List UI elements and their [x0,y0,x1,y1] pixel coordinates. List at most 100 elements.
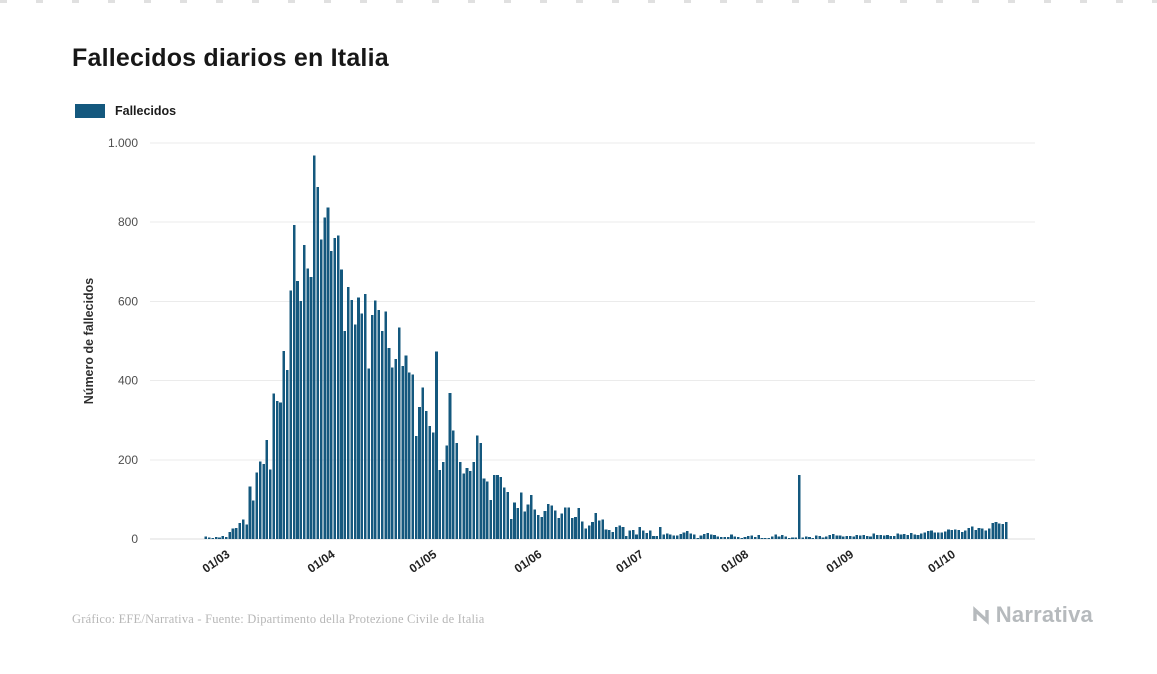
bar [679,533,682,539]
bar [265,440,269,539]
bar [750,535,754,539]
bar [207,537,211,539]
bar [533,509,537,539]
bar [587,525,591,539]
bar [757,535,760,539]
bar [238,522,242,539]
bar [872,533,876,539]
bar [611,531,615,539]
bar [519,492,523,539]
bar [536,515,540,539]
x-axis-tick-label: 01/03 [200,547,233,576]
bar [814,535,818,539]
y-axis-tick-label: 200 [118,453,138,467]
bar [831,533,835,539]
y-axis-tick-label: 400 [118,374,138,388]
bar [696,537,699,539]
narrativa-logo[interactable]: Narrativa [971,602,1093,628]
bar [296,281,299,539]
bar [604,529,608,539]
bar [625,535,628,539]
bar [543,510,547,539]
bar [414,436,418,539]
bar [970,526,974,539]
bar [648,530,652,539]
bar [360,313,364,539]
bar [401,365,404,539]
bar [703,533,706,539]
bar [781,535,784,539]
bar [347,287,350,539]
bar [469,470,472,539]
x-axis-tick-label: 01/06 [512,547,545,576]
bar [628,530,632,539]
x-axis-tick-label: 01/05 [407,547,440,576]
y-axis-tick-label: 0 [131,532,138,546]
bar [933,532,937,539]
bar [801,537,804,539]
bar [784,536,788,539]
bar [852,536,855,539]
bar [608,529,611,539]
bar [614,527,618,539]
bar [489,499,493,539]
bar [425,411,428,539]
bar [642,530,645,539]
bar [550,505,554,539]
bar [770,536,774,539]
bar [384,311,387,539]
bar [987,528,991,539]
brand-name: Narrativa [995,602,1093,627]
bar [458,462,462,539]
bar [797,474,801,539]
bar [991,522,994,539]
bar [506,491,509,539]
bar [486,481,489,539]
bar [994,521,998,539]
bar [452,430,455,539]
bar [669,534,672,539]
bar [228,531,231,539]
bar [214,537,218,539]
chart-legend: Fallecidos [75,104,176,118]
bar [645,533,649,539]
bar [482,478,486,539]
bar [404,355,408,539]
legend-label: Fallecidos [115,104,177,118]
bar [560,513,564,539]
bar [618,525,621,539]
bar [248,486,252,539]
bar [903,533,906,539]
bar [269,469,272,539]
bar [998,523,1001,539]
bar [540,517,543,539]
x-axis-tick-label: 01/08 [718,547,751,576]
bar [441,461,445,539]
bar [275,400,279,539]
bar [343,331,347,539]
bar [387,348,391,539]
bar [842,536,845,539]
bar [699,535,703,539]
bar [621,527,625,539]
bar [631,529,635,539]
bar [753,537,757,539]
bar [825,536,828,539]
bar [350,299,354,539]
y-axis-tick-label: 1.000 [108,136,138,150]
bar [285,369,289,539]
bar [235,527,238,539]
x-axis-tick-label: 01/09 [824,547,857,576]
bar [479,443,482,539]
bar [299,301,303,539]
bar [279,402,282,539]
bar [448,392,452,539]
bar [709,534,713,539]
bar [777,536,781,539]
bar [570,518,574,539]
bar [1004,521,1008,539]
bar [513,502,516,539]
bar [377,310,381,539]
bar [567,507,571,539]
bar [370,314,374,539]
